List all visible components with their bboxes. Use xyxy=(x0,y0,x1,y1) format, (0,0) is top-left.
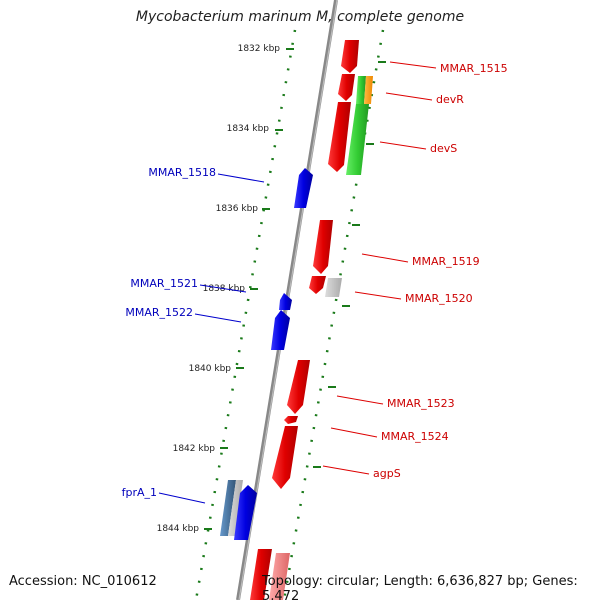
kbp-label: 1840 kbp xyxy=(189,364,232,374)
gene-fprA_1-steel[interactable] xyxy=(220,480,236,536)
kbp-tick-1840: 1840 kbp xyxy=(189,364,244,374)
label-devR[interactable]: devR xyxy=(436,93,464,106)
gene-MMAR_1515-part[interactable] xyxy=(338,74,355,101)
label-MMAR_1524[interactable]: MMAR_1524 xyxy=(381,430,449,443)
kbp-tick-1832: 1832 kbp xyxy=(238,44,294,54)
gene-bottom-red[interactable] xyxy=(250,549,272,600)
gene-MMAR_1521[interactable] xyxy=(279,293,292,310)
gene-MMAR_1520[interactable] xyxy=(325,278,342,297)
kbp-label: 1832 kbp xyxy=(238,44,281,54)
gene-devS-red[interactable] xyxy=(328,102,351,172)
gene-MMAR_1518[interactable] xyxy=(294,168,313,208)
reverse-callout-lines xyxy=(158,173,265,504)
gene-devR[interactable] xyxy=(364,76,373,104)
gene-MMAR_1523[interactable] xyxy=(287,360,310,414)
gene-fprA_1[interactable] xyxy=(234,485,257,540)
gene-MMAR_1519[interactable] xyxy=(313,220,333,274)
label-agpS[interactable]: agpS xyxy=(373,467,401,480)
label-MMAR_1521[interactable]: MMAR_1521 xyxy=(130,277,198,290)
label-MMAR_1523[interactable]: MMAR_1523 xyxy=(387,397,455,410)
kbp-label: 1842 kbp xyxy=(173,444,216,454)
label-fprA_1[interactable]: fprA_1 xyxy=(122,486,157,499)
left-dotted-rail xyxy=(194,29,297,600)
gene-devR-green[interactable] xyxy=(356,76,366,104)
label-MMAR_1518[interactable]: MMAR_1518 xyxy=(148,166,216,179)
label-MMAR_1522[interactable]: MMAR_1522 xyxy=(125,306,193,319)
right-tick-dashes xyxy=(313,61,386,468)
gene-MMAR_1524[interactable] xyxy=(284,416,298,424)
gene-MMAR_1519-part[interactable] xyxy=(309,276,326,294)
gene-fprA_1-grey[interactable] xyxy=(228,480,243,536)
gene-agpS[interactable] xyxy=(272,426,298,489)
forward-callout-lines xyxy=(322,61,437,475)
gene-MMAR_1522[interactable] xyxy=(271,310,290,350)
gene-devS[interactable] xyxy=(346,104,369,175)
gene-MMAR_1515[interactable] xyxy=(341,40,359,73)
kbp-label: 1836 kbp xyxy=(216,204,259,214)
kbp-tick-1838: 1838 kbp xyxy=(203,284,258,294)
label-devS[interactable]: devS xyxy=(430,142,457,155)
gene-bottom-pink[interactable] xyxy=(269,553,290,600)
label-MMAR_1519[interactable]: MMAR_1519 xyxy=(412,255,480,268)
genome-title: Mycobacterium marinum M, complete genome xyxy=(135,9,465,25)
kbp-label: 1844 kbp xyxy=(157,524,200,534)
label-MMAR_1520[interactable]: MMAR_1520 xyxy=(405,292,473,305)
topology-text: Topology: circular; Length: 6,636,827 bp… xyxy=(262,574,578,600)
right-dotted-rail xyxy=(282,29,385,600)
label-MMAR_1515[interactable]: MMAR_1515 xyxy=(440,62,508,75)
accession-text: Accession: NC_010612 xyxy=(9,574,157,589)
kbp-tick-1836: 1836 kbp xyxy=(216,204,270,214)
kbp-label: 1834 kbp xyxy=(227,124,270,134)
kbp-tick-1834: 1834 kbp xyxy=(227,124,283,134)
kbp-tick-1844: 1844 kbp xyxy=(157,524,212,534)
kbp-tick-1842: 1842 kbp xyxy=(173,444,228,454)
